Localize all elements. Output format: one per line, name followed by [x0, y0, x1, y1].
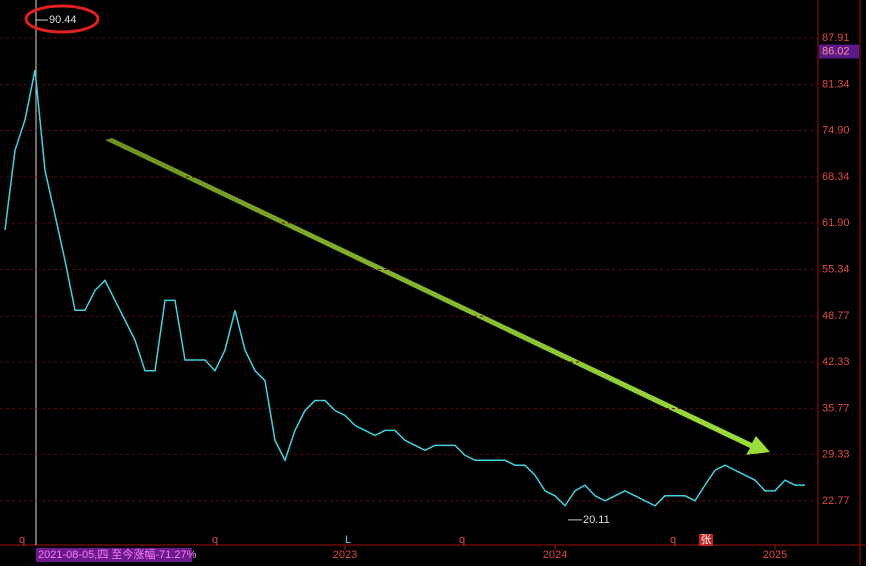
- event-marker: q: [459, 534, 465, 546]
- cursor-price-label: 86.02: [822, 45, 850, 57]
- event-marker: q: [670, 534, 676, 546]
- event-marker: q: [19, 534, 25, 546]
- y-tick-label: 48.77: [822, 310, 850, 322]
- marker-box: [699, 534, 713, 546]
- y-tick-label: 29.33: [822, 448, 850, 460]
- x-tick-label: 2024: [543, 549, 567, 561]
- event-marker: L: [345, 534, 351, 546]
- event-marker: 张: [701, 533, 712, 546]
- y-tick-label: 68.34: [822, 171, 850, 183]
- low-label: 20.11: [583, 514, 610, 526]
- y-tick-label: 22.77: [822, 495, 850, 507]
- cursor-info-box: [36, 548, 192, 562]
- y-tick-label: 81.34: [822, 79, 850, 91]
- y-tick-label: 42.33: [822, 356, 850, 368]
- cursor-info: 2021-08-05,四 至今涨幅-71.27%: [38, 547, 197, 561]
- high-label: 90.44: [49, 14, 77, 26]
- y-tick-label: 35.77: [822, 402, 850, 414]
- trend-arrow: [105, 138, 770, 455]
- x-tick-label: 2023: [333, 549, 357, 561]
- x-tick-label: 2025: [763, 549, 787, 561]
- highlight-ellipse: [24, 4, 100, 34]
- y-tick-label: 61.90: [822, 217, 850, 229]
- y-tick-label: 55.34: [822, 263, 850, 275]
- y-tick-label: 87.91: [822, 32, 850, 44]
- cursor-price-box: [819, 44, 859, 59]
- event-marker: q: [212, 534, 218, 546]
- y-tick-label: 74.90: [822, 124, 850, 136]
- price-line: [4, 69, 805, 507]
